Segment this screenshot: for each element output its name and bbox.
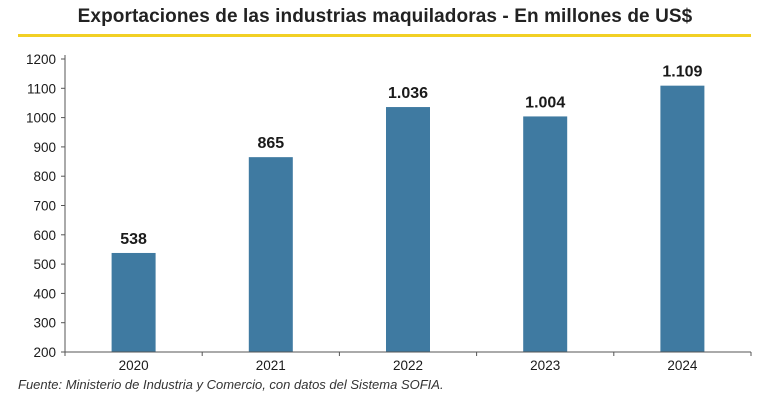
data-label-2021: 865 bbox=[257, 135, 284, 152]
data-label-2023: 1.004 bbox=[525, 94, 565, 111]
bar-2024 bbox=[660, 85, 705, 353]
x-tick-label-2021: 2021 bbox=[256, 358, 286, 373]
bar-2022 bbox=[386, 107, 430, 352]
x-tick-label-2024: 2024 bbox=[667, 358, 698, 373]
x-axis: 2020 2021 2022 2023 2024 bbox=[64, 351, 752, 373]
data-label-2022: 1.036 bbox=[388, 85, 428, 102]
y-tick-label: 400 bbox=[33, 286, 56, 301]
y-tick-label: 800 bbox=[33, 169, 56, 184]
chart-title: Exportaciones de las industrias maquilad… bbox=[77, 6, 693, 27]
bars bbox=[111, 85, 705, 353]
source-note: Fuente: Ministerio de Industria y Comerc… bbox=[18, 377, 444, 392]
y-tick-label: 500 bbox=[33, 257, 56, 272]
y-tick-label: 200 bbox=[33, 345, 56, 360]
bar-2021 bbox=[248, 157, 293, 352]
y-tick-label: 600 bbox=[33, 228, 56, 243]
y-tick-label: 1000 bbox=[26, 111, 56, 126]
x-tick-label-2020: 2020 bbox=[119, 358, 149, 373]
title-underline bbox=[18, 34, 751, 37]
bar-2023 bbox=[523, 116, 568, 352]
y-tick-label: 1100 bbox=[27, 81, 56, 96]
data-label-2020: 538 bbox=[120, 231, 147, 248]
y-tick-label: 300 bbox=[33, 316, 56, 331]
y-tick-label: 1200 bbox=[26, 52, 56, 67]
y-tick-label: 900 bbox=[33, 140, 56, 155]
x-tick-label-2023: 2023 bbox=[530, 358, 560, 373]
data-label-2024: 1.109 bbox=[662, 64, 702, 81]
data-labels: 538 865 1.036 1.004 1.109 bbox=[120, 64, 702, 248]
x-tick-label-2022: 2022 bbox=[393, 358, 423, 373]
y-tick-label: 700 bbox=[33, 199, 56, 214]
bar-2020 bbox=[111, 252, 156, 352]
y-axis: 200 300 400 500 600 700 800 900 1000 1100 1200 bbox=[26, 52, 66, 360]
